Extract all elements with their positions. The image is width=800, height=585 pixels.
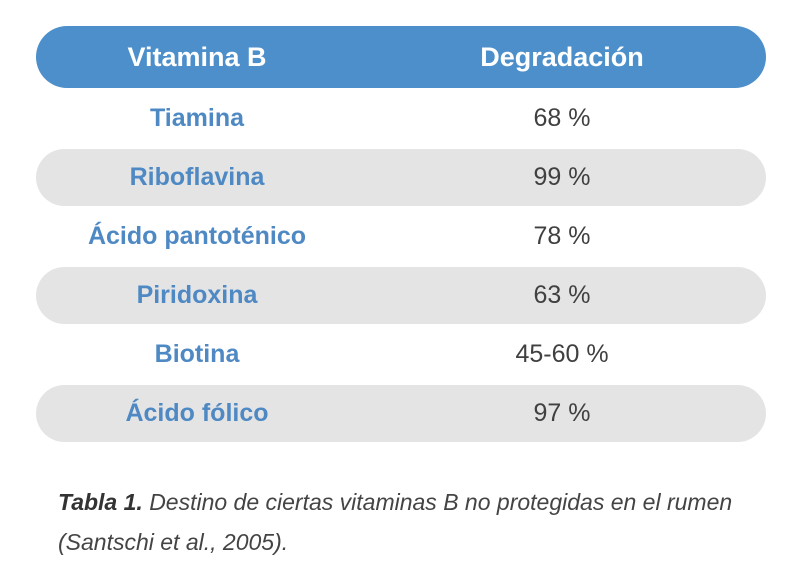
- table-header: Vitamina B Degradación: [36, 26, 766, 88]
- table-row: Biotina 45-60 %: [36, 326, 766, 383]
- header-degradation: Degradación: [480, 42, 644, 72]
- degradation-value: 97 %: [533, 399, 591, 427]
- vitamin-name: Riboflavina: [129, 163, 265, 191]
- table-row: Piridoxina 63 %: [36, 267, 766, 324]
- degradation-value: 78 %: [533, 222, 591, 250]
- vitamin-name: Ácido fólico: [125, 399, 269, 427]
- vitamin-name: Tiamina: [149, 104, 245, 132]
- degradation-value: 68 %: [533, 104, 591, 132]
- caption-label: Tabla 1.: [58, 489, 143, 515]
- table-row: Ácido fólico 97 %: [36, 385, 766, 442]
- header-vitamin-b: Vitamina B: [127, 42, 267, 72]
- caption-source: (Santschi et al., 2005).: [58, 529, 289, 555]
- degradation-value: 99 %: [533, 163, 591, 191]
- degradation-value: 63 %: [533, 281, 591, 309]
- vitamin-name: Piridoxina: [136, 281, 258, 309]
- table-caption: Tabla 1. Destino de ciertas vitaminas B …: [58, 482, 758, 562]
- vitamin-name: Ácido pantoténico: [87, 222, 307, 250]
- caption-text: Destino de ciertas vitaminas B no proteg…: [149, 489, 733, 515]
- table-row: Ácido pantoténico 78 %: [36, 208, 766, 265]
- degradation-value: 45-60 %: [515, 340, 609, 368]
- vitamin-name: Biotina: [154, 340, 240, 368]
- vitamin-degradation-table: Vitamina B Degradación Tiamina 68 % Ribo…: [36, 26, 766, 442]
- table-row: Tiamina 68 %: [36, 90, 766, 147]
- table-row: Riboflavina 99 %: [36, 149, 766, 206]
